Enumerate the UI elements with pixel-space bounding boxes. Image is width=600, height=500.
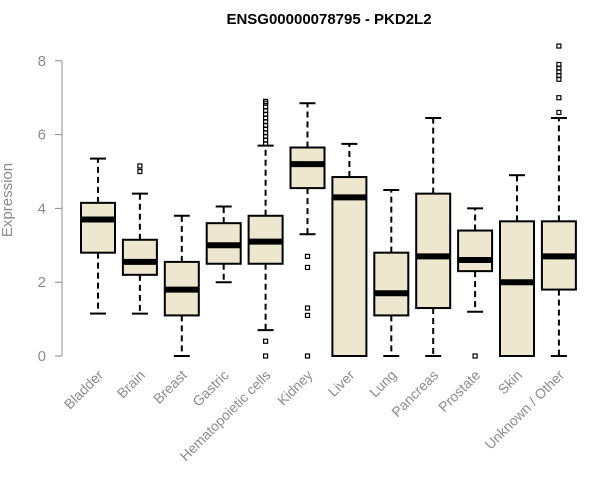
y-axis: 0 2 4 6 8 [38,53,63,365]
outlier-point [556,95,562,101]
box-skin [499,174,535,357]
outlier-point [304,312,311,319]
box-liver [331,142,368,357]
outlier-point [137,163,143,169]
box-hematopoietic-cells [247,98,284,359]
x-tick-label: Skin [495,367,526,398]
outlier-point [556,43,562,49]
y-tick-label: 0 [38,348,46,365]
box-iqr [289,146,326,190]
box-brain [121,163,158,315]
box-iqr [415,192,452,310]
x-tick-label: Liver [325,367,358,400]
box-unknown-other [540,43,577,357]
x-tick-label: Lung [366,367,399,400]
outlier-point [556,109,562,116]
boxes-group [80,43,577,359]
box-iqr [499,220,535,357]
outlier-point [137,168,143,175]
y-tick-label: 2 [38,274,46,291]
box-gastric [205,205,242,284]
box-iqr [121,238,158,276]
box-iqr [80,201,116,254]
y-tick-label: 6 [38,127,46,144]
outlier-point [304,305,311,311]
x-tick-label: Prostate [435,367,483,415]
outlier-point [304,264,311,271]
x-tick-label: Bladder [61,367,107,413]
outlier-point [472,353,478,359]
box-pancreas [415,116,452,357]
box-iqr [331,176,368,357]
chart-title: ENSG00000078795 - PKD2L2 [226,11,431,28]
box-breast [163,214,200,357]
box-prostate [457,207,494,359]
box-bladder [80,157,116,315]
x-tick-label: Kidney [274,367,316,409]
outlier-point [304,253,311,259]
box-iqr [457,229,494,273]
x-tick-label: Breast [150,367,190,407]
x-tick-label: Unknown / Other [481,367,567,453]
outlier-point [304,353,311,359]
y-tick-label: 8 [38,53,46,70]
box-iqr [373,251,410,317]
y-axis-label: Expression [0,163,16,237]
box-kidney [289,102,326,359]
y-tick-label: 4 [38,200,46,217]
outlier-point [556,61,562,68]
outlier-point [263,338,269,344]
outlier-point [263,98,269,104]
outlier-point [263,353,269,359]
x-tick-label: Pancreas [388,367,441,420]
x-tick-label: Brain [114,367,148,401]
box-lung [373,188,410,357]
